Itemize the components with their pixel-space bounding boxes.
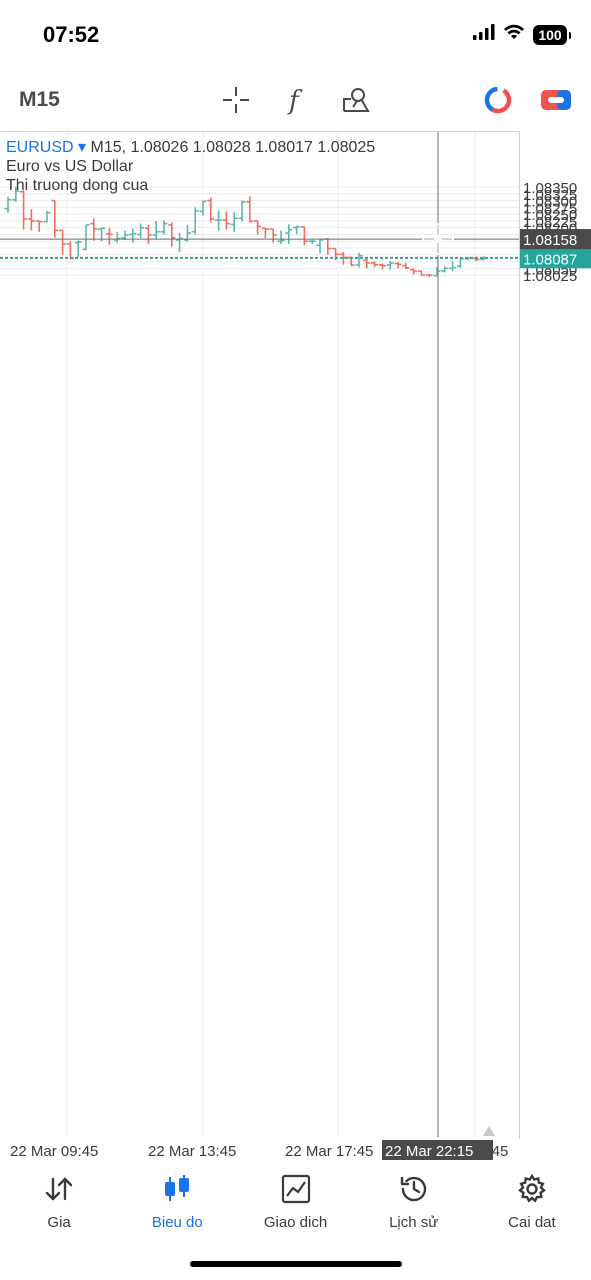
time-tick-label: 22 Mar 17:45 xyxy=(285,1143,373,1160)
price-tick-label: 1.08250 xyxy=(523,207,577,224)
crosshair-time-label: 22 Mar 22:15 xyxy=(385,1143,473,1160)
status-icons: 100 xyxy=(473,24,571,45)
history-clock-icon xyxy=(397,1172,431,1206)
quotes-arrows-icon xyxy=(42,1172,76,1206)
trade-chart-icon xyxy=(279,1172,313,1206)
price-tick-label: 1.08325 xyxy=(523,187,577,204)
timeframe-selector[interactable]: M15 xyxy=(19,88,60,111)
symbol-dropdown-icon[interactable]: ▾ xyxy=(78,139,87,156)
tab-label: Giao dich xyxy=(263,1214,328,1231)
home-indicator xyxy=(190,1261,402,1267)
tab-chart[interactable]: Bieu do xyxy=(118,1160,236,1250)
symbol-label[interactable]: EURUSD xyxy=(6,139,74,156)
time-tick-label: 22 Mar 09:45 xyxy=(10,1143,98,1160)
price-tick-label: 1.08300 xyxy=(523,194,577,211)
crosshair-center-gap-v xyxy=(436,223,440,256)
crosshair-price-label: 1.08158 xyxy=(523,232,577,249)
status-time: 07:52 xyxy=(43,22,100,47)
crosshair-icon[interactable] xyxy=(220,84,252,116)
tab-label: Gia xyxy=(47,1214,71,1231)
price-tick-label: 1.08350 xyxy=(523,180,577,197)
crosshair-price-tag xyxy=(520,229,591,250)
battery-icon: 100 xyxy=(533,24,571,45)
price-tick-label: 1.08225 xyxy=(523,214,577,231)
tab-label: Lịch sử xyxy=(389,1214,439,1231)
bottom-tab-bar: Gia Bieu do Giao dich Lịch sử Cai dat xyxy=(0,1160,591,1250)
chart-toolbar: M15 f xyxy=(0,70,591,130)
indicators-icon[interactable]: f xyxy=(281,84,313,116)
tab-label: Bieu do xyxy=(151,1214,203,1231)
one-click-trading-icon[interactable] xyxy=(482,84,514,116)
trade-toggle-icon[interactable] xyxy=(540,84,572,116)
tab-trade[interactable]: Giao dich xyxy=(236,1160,354,1250)
chart-shift-marker xyxy=(483,1126,495,1136)
tab-settings[interactable]: Cai dat xyxy=(473,1160,591,1250)
wifi-icon xyxy=(503,24,525,45)
cellular-signal-icon xyxy=(473,24,495,45)
bid-price-label: 1.08087 xyxy=(523,251,577,268)
objects-icon[interactable] xyxy=(340,84,372,116)
price-tick-label: 1.08275 xyxy=(523,200,577,217)
time-tick-label: 22 Mar 13:45 xyxy=(148,1143,236,1160)
chart-area[interactable] xyxy=(0,131,520,1139)
candlestick-chart-icon xyxy=(160,1172,194,1206)
price-tick-label: 1.08025 xyxy=(523,268,577,285)
status-bar: 07:52 100 xyxy=(0,0,591,70)
gear-icon xyxy=(515,1172,549,1206)
tab-quotes[interactable]: Gia xyxy=(0,1160,118,1250)
chart-info: EURUSD ▾ M15, 1.08026 1.08028 1.08017 1.… xyxy=(6,138,375,195)
tab-label: Cai dat xyxy=(508,1214,556,1231)
price-chart[interactable]: 1.083501.083251.083001.082751.082501.082… xyxy=(0,0,591,1160)
crosshair-time-tag xyxy=(382,1140,493,1160)
symbol-description: Euro vs US Dollar xyxy=(6,158,134,175)
market-status: Thi truong dong cua xyxy=(6,177,149,194)
tab-history[interactable]: Lịch sử xyxy=(355,1160,473,1250)
ohlc-values: M15, 1.08026 1.08028 1.08017 1.08025 xyxy=(90,139,376,156)
bid-price-tag xyxy=(520,248,591,269)
